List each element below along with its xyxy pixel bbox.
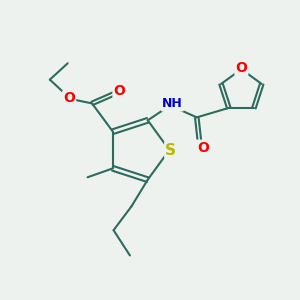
- Text: S: S: [165, 142, 176, 158]
- Text: NH: NH: [162, 98, 183, 110]
- Text: O: O: [197, 141, 209, 155]
- Text: O: O: [63, 92, 75, 105]
- Text: O: O: [236, 61, 247, 75]
- Text: O: O: [113, 84, 125, 98]
